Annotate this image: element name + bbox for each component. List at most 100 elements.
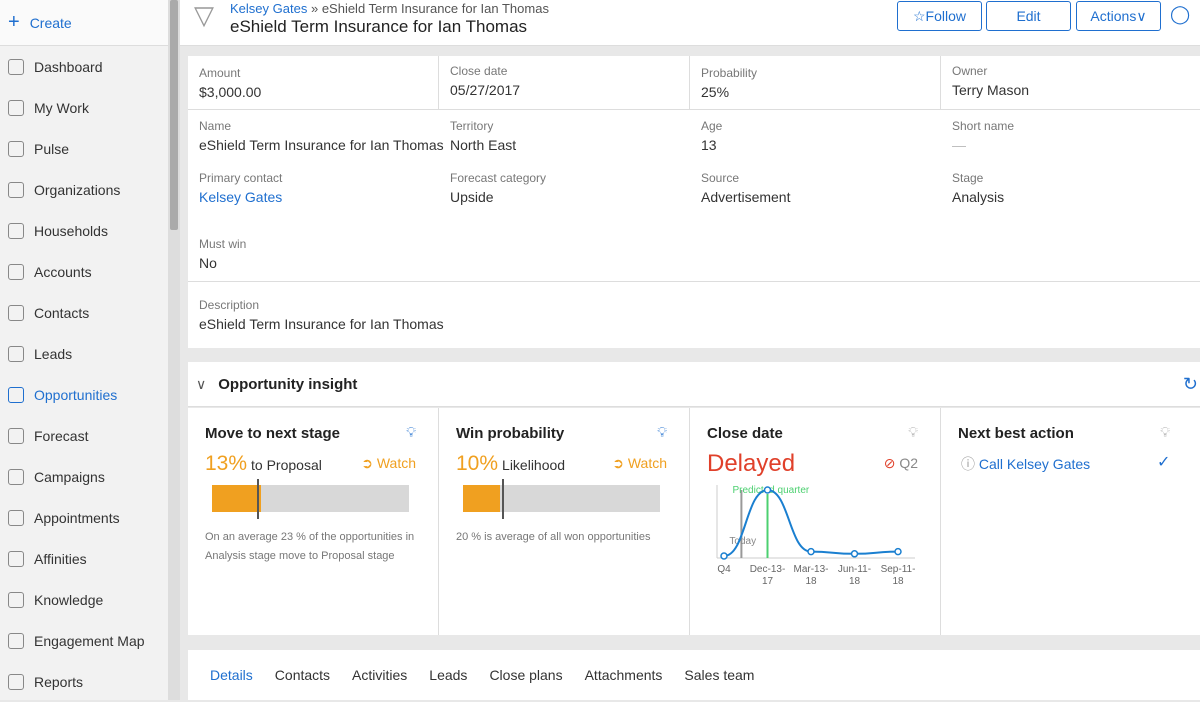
close-date-field: Close date 05/27/2017 (450, 64, 521, 98)
lightbulb-icon[interactable]: 💡︎ (908, 424, 918, 440)
opportunity-insight-header[interactable]: ∨ Opportunity insight ↻ (188, 362, 1200, 407)
actions-button[interactable]: Actions∨ (1076, 1, 1161, 31)
watch-button[interactable]: ➲ Watch (361, 455, 416, 471)
sidebar-item-affinities[interactable]: Affinities (0, 538, 168, 579)
sidebar-item-contacts[interactable]: Contacts (0, 292, 168, 333)
tab-details[interactable]: Details (210, 667, 253, 683)
sidebar-item-pulse[interactable]: Pulse (0, 128, 168, 169)
sidebar-item-label: Pulse (34, 140, 70, 157)
card-title: Win probability (456, 425, 565, 442)
delayed-arrow-icon: ⊘ (883, 455, 896, 471)
plus-icon: + (8, 11, 20, 33)
sidebar-item-label: Knowledge (34, 591, 104, 608)
lightbulb-icon[interactable]: 💡︎ (406, 424, 416, 440)
pie-icon (8, 427, 24, 444)
sidebar-item-forecast[interactable]: Forecast (0, 415, 168, 456)
sidebar-item-campaigns[interactable]: Campaigns (0, 456, 168, 497)
follow-button[interactable]: ☆Follow (897, 1, 982, 31)
sidebar-item-opportunities[interactable]: Opportunities (0, 374, 168, 415)
breadcrumb-parent-link[interactable]: Kelsey Gates (230, 1, 308, 16)
edit-button[interactable]: Edit (986, 1, 1071, 31)
sidebar-item-appointments[interactable]: Appointments (0, 497, 168, 538)
sidebar-item-label: My Work (34, 99, 89, 116)
owner-field: Owner Terry Mason (952, 64, 1030, 98)
pencil-icon (8, 345, 24, 362)
lightbulb-icon[interactable]: 💡︎ (657, 424, 667, 440)
age-field: Age 13 (701, 119, 723, 153)
card-title: Close date (707, 425, 783, 442)
sidebar-item-organizations[interactable]: Organizations (0, 169, 168, 210)
scrollbar-thumb[interactable] (170, 0, 178, 230)
x-tick-label: Dec-13-17 (750, 564, 786, 587)
short-name-field: Short name — (952, 119, 1015, 153)
x-tick-label: Sep-11-18 (881, 564, 916, 587)
tab-attachments[interactable]: Attachments (584, 667, 663, 683)
details-panel: Amount $3,000.00 Close date 05/27/2017 Pro… (188, 56, 1200, 348)
card-title: Next best action (958, 425, 1074, 442)
source-field: Source Advertisement (701, 171, 791, 205)
chevron-down-icon[interactable]: ∨ (196, 375, 207, 392)
checkmark-icon[interactable]: ✓ (1157, 454, 1171, 471)
call-action-link[interactable]: ⓘ Call Kelsey Gates (961, 456, 1091, 472)
sidebar-item-my-work[interactable]: My Work (0, 87, 168, 128)
tab-leads[interactable]: Leads (429, 667, 468, 683)
comment-icon[interactable]: ◯ (1170, 4, 1191, 24)
chart-icon (8, 673, 24, 690)
series-line (723, 488, 899, 557)
sidebar-item-label: Leads (34, 345, 73, 362)
sidebar-item-households[interactable]: Households (0, 210, 168, 251)
page-header: ▽ Kelsey Gates » eShield Term Insurance … (180, 0, 1200, 46)
sidebar-item-label: Engagement Map (34, 632, 145, 649)
x-tick-label: Jun-11-18 (838, 564, 871, 587)
win-percent: 10% Likelihood (456, 452, 566, 475)
megaphone-icon (8, 468, 24, 485)
data-point (850, 550, 859, 558)
insight-title: Opportunity insight (218, 375, 358, 393)
breadcrumb: Kelsey Gates » eShield Term Insurance fo… (230, 1, 549, 16)
globe-icon (8, 591, 24, 608)
breadcrumb-current: eShield Term Insurance for Ian Thomas (321, 1, 549, 16)
sidebar-scrollbar[interactable] (168, 0, 180, 700)
breadcrumb-separator: » (310, 1, 319, 16)
name-field: Name eShield Term Insurance for Ian Thoma… (199, 119, 444, 153)
data-point (763, 486, 772, 494)
insight-cards: Move to next stage 💡︎ 13% to Proposal ➲ W… (188, 408, 1200, 635)
sidebar-item-dashboard[interactable]: Dashboard (0, 46, 168, 87)
territory-field: Territory North East (450, 119, 517, 153)
sidebar-item-label: Households (34, 222, 108, 239)
sidebar-item-label: Forecast (34, 427, 89, 444)
inbox-icon (8, 99, 24, 116)
sidebar-item-engagement-map[interactable]: Engagement Map (0, 620, 168, 661)
tab-activities[interactable]: Activities (352, 667, 408, 683)
sidebar-item-leads[interactable]: Leads (0, 333, 168, 374)
next-stage-card: Move to next stage 💡︎ 13% to Proposal ➲ W… (188, 408, 439, 635)
sidebar-item-label: Campaigns (34, 468, 105, 485)
contact-icon (8, 304, 24, 321)
win-note: 20 % is average of all won opportunities (456, 531, 651, 543)
sidebar-item-reports[interactable]: Reports (0, 661, 168, 702)
watch-button[interactable]: ➲ Watch (612, 455, 667, 471)
sidebar-item-knowledge[interactable]: Knowledge (0, 579, 168, 620)
description-field: Description eShield Term Insurance for Ia… (199, 298, 444, 332)
sidebar-item-label: Contacts (34, 304, 90, 321)
lightbulb-icon[interactable]: 💡︎ (1160, 424, 1170, 440)
page-title: eShield Term Insurance for Ian Thomas (230, 17, 528, 36)
create-button[interactable]: + Create (0, 0, 168, 46)
close-date-card: Close date 💡︎ Delayed ⊘ Q2 Today Predicte… (690, 408, 941, 635)
sidebar-item-label: Accounts (34, 263, 92, 280)
chat-icon (8, 140, 24, 157)
today-label: Today (729, 536, 756, 547)
sidebar-item-accounts[interactable]: Accounts (0, 251, 168, 292)
primary-contact-link[interactable]: Kelsey Gates (199, 189, 283, 205)
sidebar-item-label: Appointments (34, 509, 120, 526)
tab-close-plans[interactable]: Close plans (489, 667, 563, 683)
sidebar-item-label: Opportunities (34, 386, 118, 403)
refresh-icon[interactable]: ↻ (1182, 373, 1198, 394)
x-tick-label: Q4 (717, 564, 731, 575)
tab-contacts[interactable]: Contacts (274, 667, 331, 683)
stage-field: Stage Analysis (952, 171, 1005, 205)
folder-icon (8, 263, 24, 280)
card-title: Move to next stage (205, 425, 341, 442)
tab-sales-team[interactable]: Sales team (684, 667, 755, 683)
next-stage-percent: 13% to Proposal (205, 452, 322, 475)
